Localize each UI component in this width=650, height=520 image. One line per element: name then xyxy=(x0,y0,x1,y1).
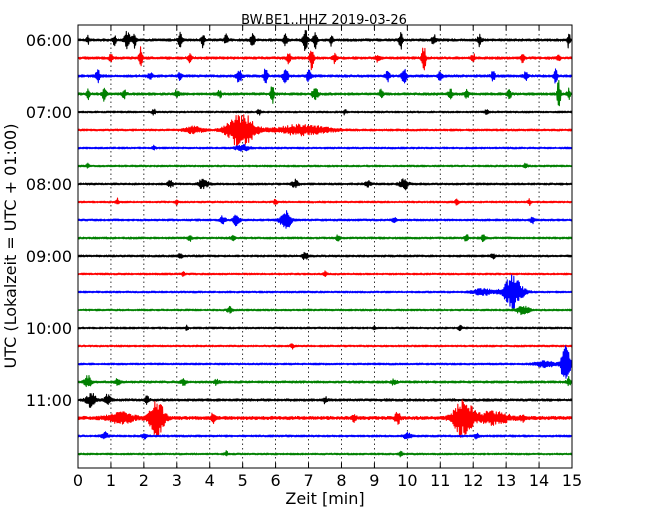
trace-0845 xyxy=(77,234,573,243)
trace-1145 xyxy=(77,450,573,458)
trace-0815 xyxy=(77,197,573,207)
trace-1100 xyxy=(77,392,573,408)
x-tick-label: 3 xyxy=(172,471,182,490)
x-tick-label: 8 xyxy=(336,471,346,490)
trace-1030 xyxy=(77,345,573,379)
x-tick-label: 1 xyxy=(106,471,116,490)
x-tick-label: 4 xyxy=(205,471,215,490)
x-tick-label: 5 xyxy=(238,471,248,490)
x-tick-label: 12 xyxy=(463,471,483,490)
x-tick-label: 0 xyxy=(73,471,83,490)
trace-0945 xyxy=(77,305,573,316)
y-tick-label: 06:00 xyxy=(26,31,72,50)
trace-1045 xyxy=(77,374,573,388)
trace-0800 xyxy=(77,178,573,191)
trace-0615 xyxy=(77,46,573,71)
trace-0715 xyxy=(77,114,573,148)
trace-0730 xyxy=(77,143,573,152)
x-tick-label: 13 xyxy=(496,471,516,490)
x-tick-label: 14 xyxy=(529,471,549,490)
y-axis-label: UTC (Lokalzeit = UTC + 01:00) xyxy=(1,124,20,369)
plot-frame xyxy=(77,24,573,469)
x-tick-label: 15 xyxy=(562,471,582,490)
trace-0700 xyxy=(77,108,573,116)
x-tick-label: 6 xyxy=(271,471,281,490)
trace-0745 xyxy=(77,162,573,169)
trace-1015 xyxy=(77,343,573,350)
trace-0900 xyxy=(77,251,573,261)
x-tick-label: 7 xyxy=(303,471,313,490)
trace-0630 xyxy=(77,68,573,84)
x-tick-label: 10 xyxy=(397,471,417,490)
y-axis: 06:00 07:00 08:00 09:00 10:00 11:00 xyxy=(26,31,83,410)
y-tick-label: 11:00 xyxy=(26,391,72,410)
trace-0930 xyxy=(77,274,573,310)
x-tick-label: 2 xyxy=(139,471,149,490)
trace-1000 xyxy=(77,324,573,332)
trace-1130 xyxy=(77,431,573,440)
x-tick-label: 9 xyxy=(369,471,379,490)
grid-lines xyxy=(110,25,540,468)
trace-0915 xyxy=(77,270,573,277)
y-tick-label: 08:00 xyxy=(26,175,72,194)
chart-title: BW.BE1..HHZ 2019-03-26 xyxy=(241,13,407,28)
trace-0645 xyxy=(77,79,573,107)
trace-0830 xyxy=(77,210,573,229)
y-tick-label: 09:00 xyxy=(26,247,72,266)
trace-group xyxy=(77,29,573,458)
x-axis-label: Zeit [min] xyxy=(285,489,364,508)
x-tick-label: 11 xyxy=(430,471,450,490)
trace-1115 xyxy=(77,399,573,438)
x-axis: 0 1 2 3 4 5 6 7 8 9 10 11 12 13 14 15 xyxy=(73,25,582,490)
trace-0600 xyxy=(77,29,573,52)
y-tick-label: 07:00 xyxy=(26,103,72,122)
y-tick-label: 10:00 xyxy=(26,319,72,338)
